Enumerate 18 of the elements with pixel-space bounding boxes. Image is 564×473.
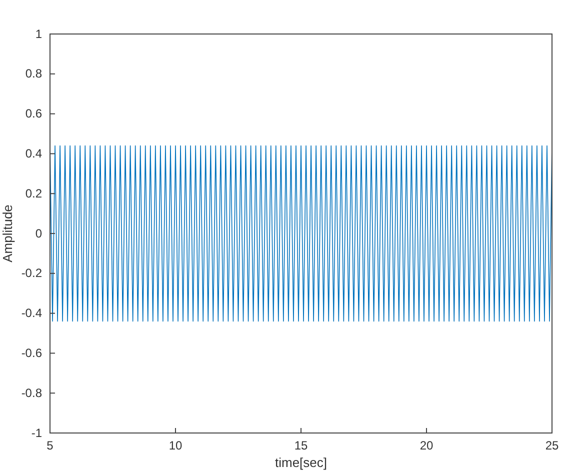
- x-tick-label: 25: [545, 438, 559, 453]
- y-tick-label: 1: [35, 26, 42, 41]
- y-tick-label: -0.4: [21, 306, 42, 320]
- y-tick-label: 0.2: [25, 186, 42, 200]
- y-tick-label: 0.6: [25, 106, 42, 121]
- y-tick-label: -0.8: [21, 386, 42, 400]
- y-tick-label: -0.2: [21, 266, 42, 280]
- y-axis-title: Amplitude: [0, 204, 15, 262]
- x-axis-title: time[sec]: [274, 455, 328, 470]
- y-tick-label: -0.6: [21, 346, 42, 360]
- y-tick-label: 0.8: [25, 66, 42, 81]
- y-tick-label: 0.4: [25, 146, 42, 161]
- y-tick-label: -1: [31, 426, 42, 440]
- x-tick-label: 5: [46, 438, 54, 453]
- x-tick-label: 10: [168, 438, 182, 453]
- y-tick-label: 0: [35, 226, 42, 240]
- x-tick-label: 15: [294, 438, 308, 453]
- x-tick-label: 20: [420, 438, 434, 453]
